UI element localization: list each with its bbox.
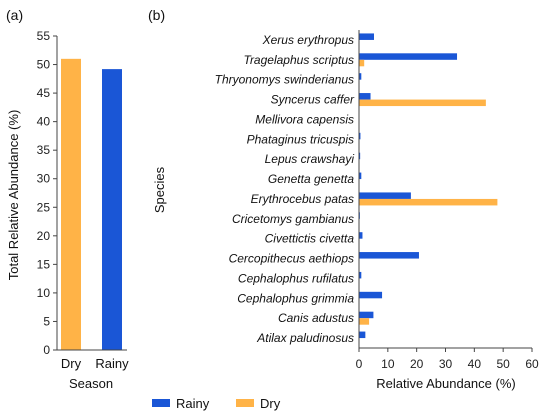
legend-dry-swatch bbox=[236, 399, 254, 407]
panel-b-x-tick-label: 60 bbox=[525, 357, 539, 371]
panel-b-y-axis-label: Species bbox=[152, 166, 167, 213]
panel-b-bar-rainy bbox=[359, 311, 374, 319]
panel-b-bar-rainy bbox=[359, 331, 366, 339]
panel-b-bar-rainy bbox=[359, 252, 419, 259]
panel-b-species-label: Lepus crawshayi bbox=[265, 152, 355, 166]
panel-b-species-label: Syncerus caffer bbox=[271, 93, 355, 107]
panel-b-x-tick-label: 40 bbox=[468, 357, 482, 371]
panel-a-x-axis-label: Season bbox=[69, 376, 113, 391]
panel-a-y-tick-label: 5 bbox=[43, 314, 50, 328]
panel-a-label: (a) bbox=[6, 7, 23, 23]
panel-b-species-label: Mellivora capensis bbox=[255, 112, 354, 126]
panel-b-bar-dry bbox=[359, 198, 498, 206]
panel-a-y-tick-label: 10 bbox=[37, 286, 51, 300]
panel-a-y-axis-label: Total Relative Abundance (%) bbox=[6, 110, 21, 281]
panel-a-y-tick-label: 40 bbox=[37, 115, 51, 129]
panel-b-species-label: Cephalophus rufilatus bbox=[238, 271, 354, 285]
panel-b-species-label: Cercopithecus aethiops bbox=[229, 252, 354, 266]
panel-b-species-label: Civettictis civetta bbox=[265, 232, 355, 246]
panel-b-species-label: Thryonomys swinderianus bbox=[215, 73, 354, 87]
panel-b-species-label: Erythrocebus patas bbox=[251, 192, 354, 206]
panel-b-bar-rainy bbox=[359, 232, 363, 239]
panel-a-y-tick-label: 50 bbox=[37, 58, 51, 72]
panel-a-chart: 0 5 10 15 20 25 30 35 40 45 50 55 Dry Rainy Total Re… bbox=[6, 29, 129, 391]
panel-a-y-tick-label: 45 bbox=[37, 86, 51, 100]
panel-b-species-label: Xerus erythropus bbox=[262, 33, 354, 47]
panel-a-x-tick-label: Rainy bbox=[95, 356, 129, 371]
panel-b-species-label: Genetta genetta bbox=[268, 172, 354, 186]
panel-a-x-tick-label: Dry bbox=[61, 356, 82, 371]
panel-a-y-tick-label: 35 bbox=[37, 143, 51, 157]
panel-b-bar-dry bbox=[359, 59, 365, 67]
panel-b-bar-rainy bbox=[359, 53, 458, 60]
panel-b-bar-rainy bbox=[359, 152, 361, 160]
panel-a-bar-dry bbox=[61, 58, 81, 350]
panel-b-species-label: Cricetomys gambianus bbox=[232, 212, 354, 226]
panel-b-bar-rainy bbox=[359, 291, 383, 299]
panel-b-species-label: Tragelaphus scriptus bbox=[244, 53, 355, 67]
panel-b-bar-rainy bbox=[359, 192, 411, 199]
panel-a-y-tick-label: 15 bbox=[37, 257, 51, 271]
legend: Rainy Dry bbox=[152, 396, 281, 411]
panel-b-x-tick-label: 50 bbox=[496, 357, 510, 371]
panel-b-x-tick-label: 30 bbox=[439, 357, 453, 371]
panel-b-x-axis-label: Relative Abundance (%) bbox=[376, 376, 515, 391]
panel-a-y-tick-label: 30 bbox=[37, 172, 51, 186]
panel-a-bar-rainy bbox=[102, 69, 122, 350]
panel-b-label: (b) bbox=[148, 7, 165, 23]
panel-b-bar-dry bbox=[359, 99, 486, 107]
panel-b-bar-dry bbox=[359, 318, 370, 325]
legend-rainy-swatch bbox=[152, 399, 170, 407]
panel-b-species-label: Atilax paludinosus bbox=[256, 331, 354, 345]
legend-rainy-label: Rainy bbox=[176, 396, 210, 411]
legend-dry-label: Dry bbox=[260, 396, 281, 411]
panel-b-bar-rainy bbox=[359, 73, 362, 80]
panel-b-x-tick-label: 0 bbox=[356, 357, 363, 371]
panel-b-chart: Xerus erythropus Tragelaphus scriptus Thry… bbox=[152, 30, 539, 391]
panel-b-bar-rainy bbox=[359, 271, 362, 279]
panel-b-x-tick-label: 10 bbox=[381, 357, 395, 371]
panel-b-x-tick-label: 20 bbox=[410, 357, 424, 371]
panel-b-bar-rainy bbox=[359, 172, 362, 180]
panel-b-bar-rainy bbox=[359, 132, 361, 140]
panel-a-y-tick-label: 0 bbox=[43, 343, 50, 357]
panel-a-y-tick-label: 25 bbox=[37, 200, 51, 214]
panel-b-bar-rainy bbox=[359, 93, 371, 100]
panel-b-species-label: Phataginus tricuspis bbox=[247, 132, 354, 146]
panel-b-species-label: Canis adustus bbox=[278, 311, 354, 325]
panel-b-species-label: Cephalophus grimmia bbox=[237, 291, 354, 305]
panel-a-y-tick-label: 20 bbox=[37, 229, 51, 243]
panel-b-bar-rainy bbox=[359, 33, 374, 40]
panel-a-y-tick-label: 55 bbox=[37, 29, 51, 43]
